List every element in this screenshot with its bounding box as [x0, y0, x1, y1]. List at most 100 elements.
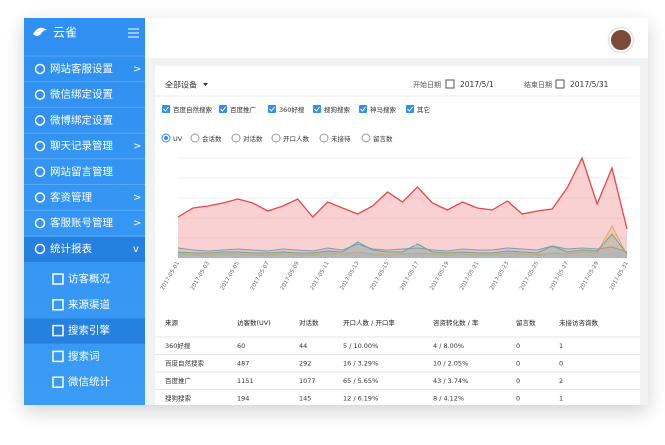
table-cell: 44	[299, 342, 307, 350]
series-label: 搜狗搜索	[324, 105, 351, 114]
x-tick-label: 2017-05-13	[339, 260, 360, 291]
series-label: 百度推广	[230, 105, 257, 114]
table-cell: 百度自然搜索	[165, 359, 205, 368]
metric-label: 留言数	[373, 134, 393, 143]
series-label: 其它	[417, 105, 430, 114]
menu-arrow: >	[133, 218, 141, 229]
table-cell: 16 / 3.29%	[343, 360, 378, 368]
series-checkbox[interactable]	[359, 105, 367, 113]
x-tick-label: 2017-05-27	[549, 260, 570, 291]
menu-icon	[34, 166, 46, 178]
device-select[interactable]: 全部设备	[165, 80, 197, 90]
table-cell: 搜狗搜索	[165, 394, 192, 403]
check-mark	[269, 106, 275, 112]
menu-item[interactable]: 统计报表	[50, 242, 92, 255]
table-cell: 292	[299, 360, 311, 368]
table-header: 访客数(UV)	[237, 318, 271, 327]
menu-arrow: >	[133, 141, 141, 152]
brand-logo	[33, 27, 47, 36]
x-tick-label: 2017-05-17	[399, 260, 420, 291]
series-area	[178, 243, 627, 258]
table-cell: 10 / 2.05%	[433, 360, 468, 368]
x-tick-label: 2017-05-01	[160, 261, 181, 292]
table-cell: 12 / 6.19%	[343, 395, 378, 403]
menu-arrow: >	[133, 193, 141, 204]
brand-name: 云雀	[53, 26, 77, 40]
x-tick-label: 2017-05-03	[190, 260, 211, 291]
menu-icon	[34, 63, 46, 75]
menu-icon	[34, 140, 46, 152]
table-cell: 百度推广	[165, 376, 192, 385]
avatar[interactable]	[609, 28, 633, 52]
table-cell: 1	[559, 342, 563, 350]
submenu-item[interactable]: 搜索引擎	[68, 324, 110, 337]
metric-radio[interactable]	[231, 133, 241, 143]
table-cell: 0	[559, 360, 563, 368]
table-header: 开口人数 / 开口率	[343, 318, 395, 327]
series-line	[177, 224, 628, 256]
radio-dot	[164, 136, 168, 140]
end-label: 结束日期	[524, 80, 552, 89]
metric-radio[interactable]	[190, 133, 200, 143]
series-label: 百度自然搜索	[173, 105, 213, 114]
submenu-icon	[52, 273, 64, 285]
x-tick-label: 2017-05-05	[220, 260, 241, 291]
check-mark	[360, 106, 366, 112]
table-cell: 4 / 8.00%	[433, 342, 464, 350]
submenu-icon	[52, 350, 64, 363]
table-cell: 5 / 10.00%	[343, 342, 378, 350]
submenu-item[interactable]: 微信统计	[68, 375, 110, 388]
device-caret	[203, 83, 208, 86]
series-checkbox[interactable]	[162, 105, 170, 113]
menu-item[interactable]: 聊天记录管理	[50, 139, 113, 152]
series-checkbox[interactable]	[406, 105, 414, 113]
x-tick-label: 2017-05-09	[280, 260, 301, 291]
x-tick-label: 2017-05-31	[609, 261, 630, 292]
submenu-item[interactable]: 访客概况	[68, 272, 110, 285]
metric-radio[interactable]	[361, 133, 371, 143]
metric-radio[interactable]	[319, 133, 329, 143]
submenu-active	[24, 318, 145, 344]
series-line	[177, 156, 628, 230]
menu-icon	[34, 217, 46, 229]
menu-item[interactable]: 客服账号管理	[50, 216, 113, 229]
submenu-item[interactable]: 搜索词	[68, 349, 100, 362]
start-date[interactable]: 2017/5/1	[460, 80, 494, 89]
menu-item[interactable]: 网站留言管理	[50, 165, 113, 178]
menu-arrow: v	[133, 244, 139, 255]
table-cell: 487	[237, 360, 249, 368]
table-cell: 0	[516, 377, 520, 385]
menu-item[interactable]: 网站客服设置	[50, 62, 113, 75]
table-cell: 65 / 5.65%	[343, 377, 378, 385]
series-area	[178, 158, 627, 258]
table-header: 对话数	[299, 318, 319, 327]
table-cell: 8 / 4.12%	[433, 395, 464, 403]
series-checkbox[interactable]	[219, 105, 227, 113]
table-cell: 0	[516, 395, 520, 403]
menu-item[interactable]: 微信绑定设置	[50, 88, 113, 101]
end-date[interactable]: 2017/5/31	[570, 80, 609, 89]
series-checkbox[interactable]	[268, 105, 276, 113]
menu-arrow: >	[133, 64, 141, 75]
series-checkbox[interactable]	[313, 105, 321, 113]
menu-item[interactable]: 客资管理	[50, 191, 92, 204]
table-cell: 360好搜	[165, 341, 191, 350]
table-header: 未接访咨询数	[559, 318, 599, 327]
series-line	[177, 252, 628, 257]
table-cell: 60	[237, 342, 245, 350]
table-cell: 1151	[237, 377, 254, 385]
x-tick-label: 2017-05-19	[429, 260, 450, 291]
table-cell: 2	[559, 377, 563, 385]
table-cell: 1	[559, 395, 563, 403]
check-mark	[163, 106, 169, 112]
x-tick-label: 2017-05-11	[310, 261, 331, 292]
menu-item[interactable]: 微博绑定设置	[50, 113, 113, 126]
metric-label: 未接待	[331, 134, 351, 143]
metric-label: 开口人数	[283, 134, 310, 143]
submenu-item[interactable]: 来源渠道	[68, 298, 110, 311]
metric-radio[interactable]	[271, 133, 281, 143]
series-line	[177, 233, 628, 255]
series-label: 360好搜	[279, 105, 305, 114]
card	[155, 66, 640, 405]
